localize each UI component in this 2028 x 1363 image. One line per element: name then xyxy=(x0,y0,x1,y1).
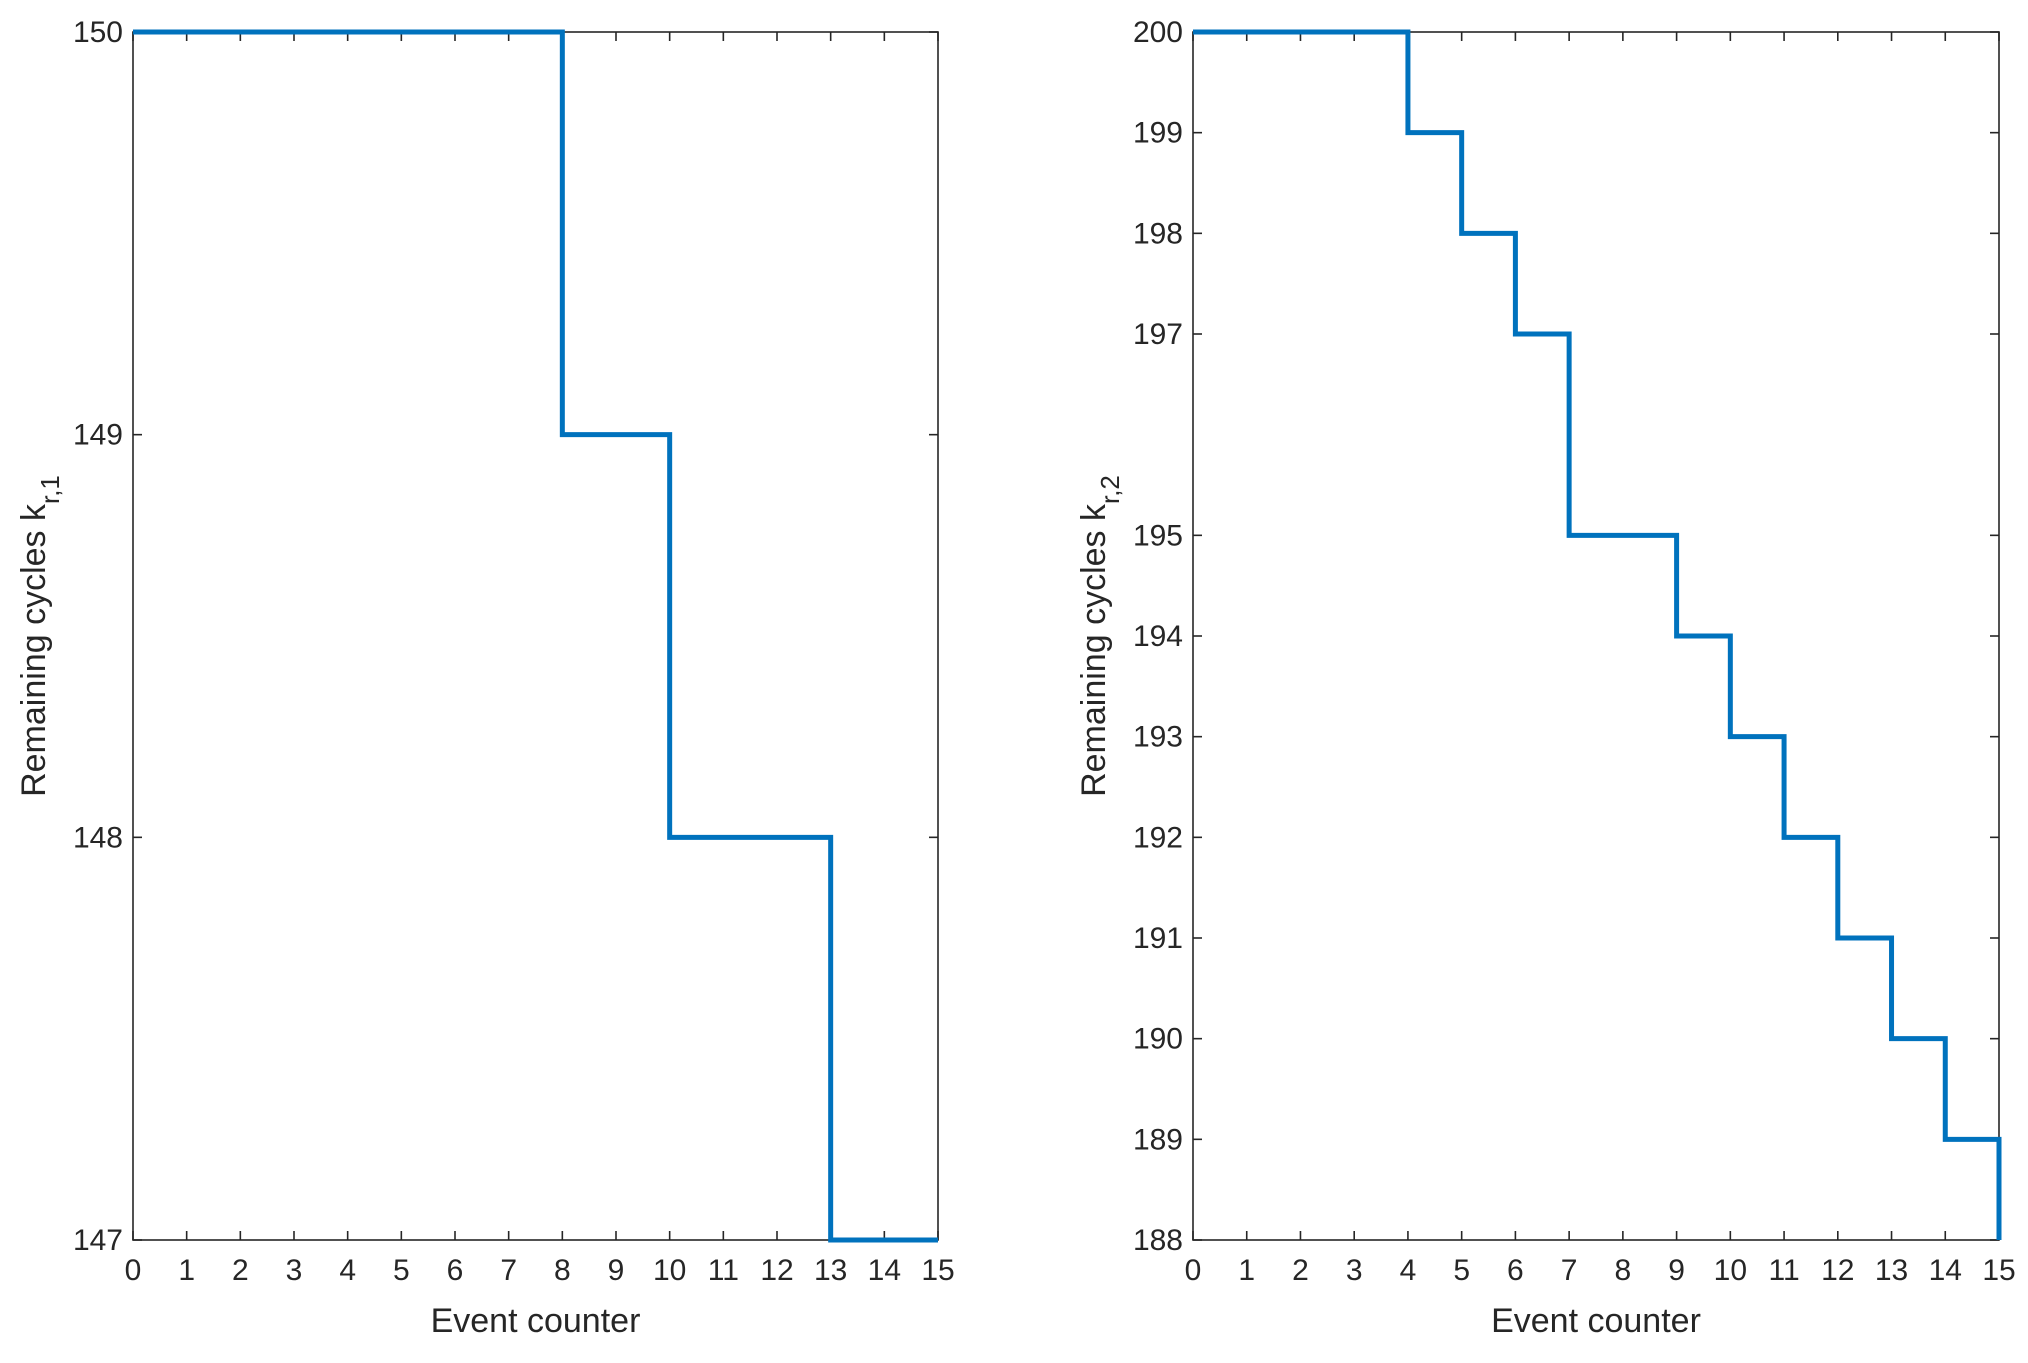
y-tick-label: 150 xyxy=(73,16,123,49)
x-tick-label: 5 xyxy=(1453,1254,1470,1287)
x-tick-label: 8 xyxy=(554,1254,571,1287)
x-tick-label: 14 xyxy=(868,1254,901,1287)
y-tick-label: 197 xyxy=(1133,318,1183,351)
y-tick-label: 200 xyxy=(1133,16,1183,49)
series-line-1 xyxy=(1193,29,2002,1240)
x-tick-label: 13 xyxy=(814,1254,847,1287)
x-tick-label: 6 xyxy=(447,1254,464,1287)
x-tick-label: 8 xyxy=(1615,1254,1632,1287)
x-axis-title: Event counter xyxy=(1491,1302,1701,1340)
y-axis-title-subscript: r,2 xyxy=(1095,475,1125,504)
x-tick-label: 14 xyxy=(1929,1254,1962,1287)
x-tick-label: 4 xyxy=(1400,1254,1417,1287)
x-tick-label: 9 xyxy=(1668,1254,1685,1287)
axes-box xyxy=(1192,31,2000,1241)
x-tick-label: 7 xyxy=(500,1254,517,1287)
x-tick-label: 2 xyxy=(1292,1254,1309,1287)
x-tick-label: 2 xyxy=(232,1254,249,1287)
y-axis-title-text: Remaining cycles k xyxy=(1075,503,1113,797)
y-axis-title: Remaining cycles kr,1 xyxy=(15,475,65,797)
x-tick-label: 3 xyxy=(1346,1254,1363,1287)
x-tick-label: 13 xyxy=(1875,1254,1908,1287)
x-tick-label: 10 xyxy=(1714,1254,1747,1287)
y-tick-label: 149 xyxy=(73,419,123,452)
x-tick-label: 11 xyxy=(708,1254,739,1287)
x-axis-title: Event counter xyxy=(431,1302,641,1340)
x-tick-label: 10 xyxy=(653,1254,686,1287)
y-tick-label: 190 xyxy=(1133,1023,1183,1056)
x-tick-label: 3 xyxy=(286,1254,303,1287)
series-line-1 xyxy=(133,29,938,1243)
y-axis-title: Remaining cycles kr,2 xyxy=(1075,475,1125,797)
x-tick-label: 9 xyxy=(608,1254,625,1287)
y-tick-label: 189 xyxy=(1133,1123,1183,1156)
y-tick-label: 194 xyxy=(1133,620,1183,653)
x-tick-label: 0 xyxy=(1185,1254,1202,1287)
y-tick-label: 191 xyxy=(1133,922,1183,955)
chart-panel-1: 0 1 2 3 4 5 6 7 8 9 10 11 12 13 14 15147148149150Event … xyxy=(15,16,955,1340)
x-tick-label: 1 xyxy=(178,1254,195,1287)
x-tick-label: 12 xyxy=(1821,1254,1854,1287)
x-tick-label: 12 xyxy=(760,1254,793,1287)
y-tick-label: 188 xyxy=(1133,1224,1183,1257)
x-tick-label: 15 xyxy=(921,1254,954,1287)
y-tick-label: 198 xyxy=(1133,217,1183,250)
x-tick-label: 6 xyxy=(1507,1254,1524,1287)
y-tick-label: 148 xyxy=(73,821,123,854)
x-tick-label: 11 xyxy=(1768,1254,1799,1287)
x-tick-label: 0 xyxy=(125,1254,142,1287)
x-tick-label: 5 xyxy=(393,1254,410,1287)
y-tick-label: 192 xyxy=(1133,821,1183,854)
chart-panel-2: 0 1 2 3 4 5 6 7 8 9 10 11 12 13 14 15188189190191192193… xyxy=(1075,16,2016,1340)
y-axis-title-subscript: r,1 xyxy=(35,475,65,504)
axes-box xyxy=(132,31,939,1241)
y-axis-title-text: Remaining cycles k xyxy=(15,503,53,797)
x-tick-label: 15 xyxy=(1982,1254,2015,1287)
y-tick-label: 195 xyxy=(1133,519,1183,552)
y-tick-label: 199 xyxy=(1133,117,1183,150)
y-tick-label: 147 xyxy=(73,1224,123,1257)
y-tick-label: 193 xyxy=(1133,721,1183,754)
x-tick-label: 7 xyxy=(1561,1254,1578,1287)
x-tick-label: 4 xyxy=(339,1254,356,1287)
x-tick-label: 1 xyxy=(1238,1254,1255,1287)
